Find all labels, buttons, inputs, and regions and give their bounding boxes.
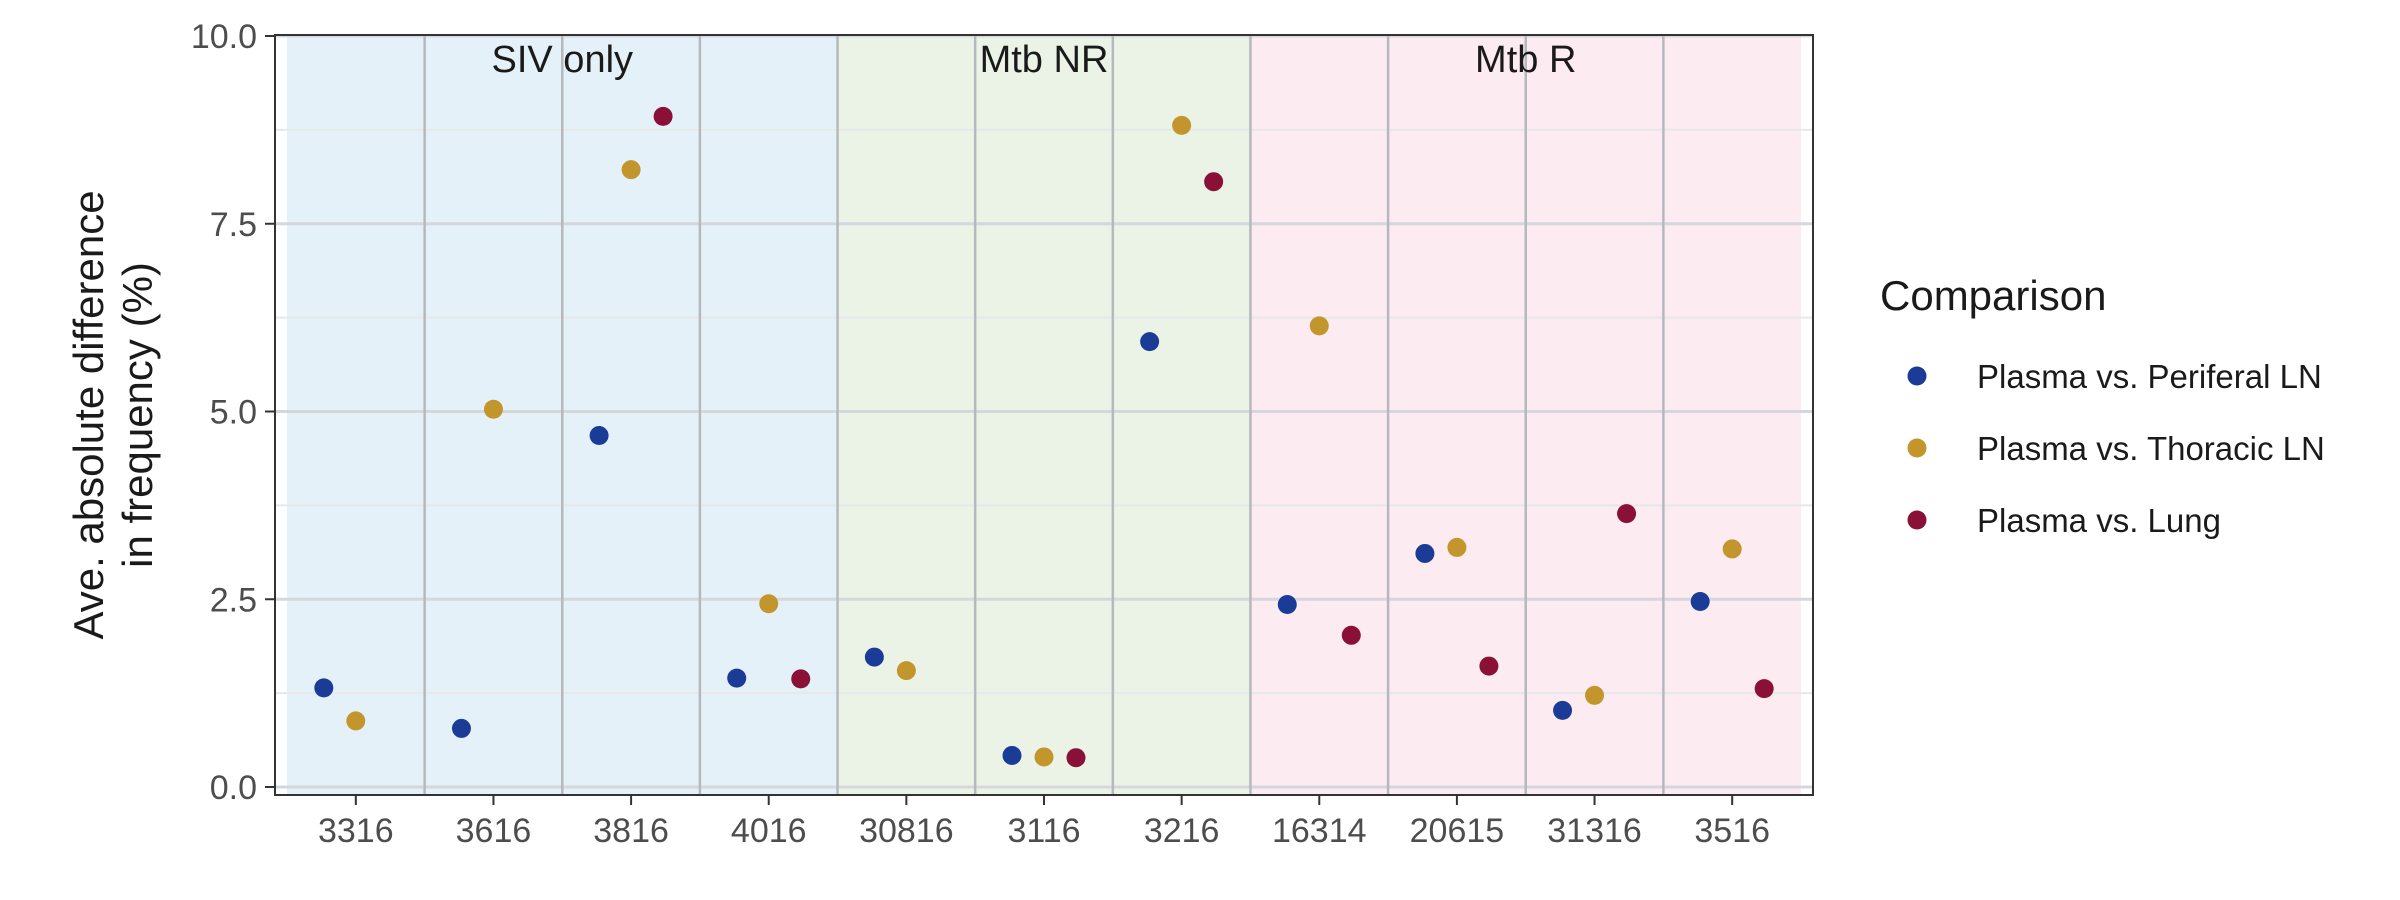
y-axis-title: Ave. absolute differencein frequency (%) [65, 190, 161, 639]
point-4016-series-2 [791, 669, 811, 689]
y-tick-label: 0.0 [210, 769, 257, 807]
y-tick-label: 7.5 [210, 206, 257, 244]
y-tick-label: 5.0 [210, 394, 257, 432]
group-band-1 [837, 35, 1251, 795]
point-20615-series-0 [1415, 543, 1435, 563]
category-dividers [423, 35, 1665, 795]
group-backgrounds [287, 35, 1801, 795]
x-tick-label: 20615 [1410, 812, 1505, 850]
legend-key-1 [1907, 438, 1927, 458]
point-3216-series-1 [1172, 115, 1192, 135]
x-tick-label: 3116 [1007, 812, 1080, 850]
point-3116-series-1 [1034, 747, 1054, 767]
point-3516-series-0 [1690, 592, 1710, 612]
point-3816-series-1 [621, 160, 641, 180]
point-3816-series-2 [653, 106, 673, 126]
x-tick-label: 31316 [1547, 812, 1642, 850]
point-4016-series-0 [727, 668, 747, 688]
point-3316-series-0 [314, 678, 334, 698]
x-axis: 3316 3616 3816 4016 30816 3116 3216 16314 20615 3… [318, 795, 1770, 850]
y-tick-label: 10.0 [191, 18, 257, 56]
point-3216-series-2 [1204, 172, 1224, 192]
point-3316-series-1 [346, 711, 366, 731]
point-16314-series-2 [1341, 625, 1361, 645]
point-30816-series-0 [864, 647, 884, 667]
point-3216-series-0 [1140, 332, 1160, 352]
y-axis-title-line-0: Ave. absolute difference [65, 190, 112, 639]
point-16314-series-0 [1277, 595, 1297, 615]
group-label-2: Mtb R [1475, 39, 1576, 81]
data-points [314, 106, 1774, 768]
group-label-0: SIV only [492, 39, 634, 81]
legend-label-2: Plasma vs. Lung [1977, 502, 2221, 539]
point-30816-series-1 [896, 661, 916, 681]
point-31316-series-1 [1585, 685, 1605, 705]
point-3616-series-1 [483, 399, 503, 419]
point-20615-series-1 [1447, 537, 1467, 557]
legend-key-2 [1907, 510, 1927, 530]
legend-key-0 [1907, 366, 1927, 386]
point-31316-series-2 [1617, 504, 1637, 524]
point-3516-series-2 [1754, 679, 1774, 699]
y-axis: 0.0 2.5 5.0 7.5 10.0 [191, 18, 275, 807]
x-tick-label: 3516 [1694, 812, 1770, 850]
group-label-1: Mtb NR [980, 39, 1109, 81]
point-20615-series-2 [1479, 656, 1499, 676]
x-tick-label: 3216 [1144, 812, 1220, 850]
legend-title: Comparison [1880, 272, 2106, 319]
x-tick-label: 4016 [731, 812, 807, 850]
x-tick-label: 3316 [318, 812, 394, 850]
x-tick-label: 3616 [456, 812, 532, 850]
group-labels: SIV only Mtb NR Mtb R [492, 39, 1577, 81]
point-3116-series-0 [1002, 745, 1022, 765]
x-tick-label: 30816 [859, 812, 954, 850]
point-16314-series-1 [1309, 316, 1329, 336]
y-axis-title-text: Ave. absolute differencein frequency (%) [65, 190, 161, 639]
legend: Comparison Plasma vs. Periferal LN Plasma … [1880, 272, 2325, 539]
point-3116-series-2 [1066, 748, 1086, 768]
x-tick-label: 3816 [593, 812, 669, 850]
point-4016-series-1 [759, 594, 779, 614]
point-31316-series-0 [1553, 700, 1573, 720]
point-3816-series-0 [589, 426, 609, 446]
legend-label-0: Plasma vs. Periferal LN [1977, 358, 2322, 395]
x-tick-label: 16314 [1272, 812, 1367, 850]
point-3616-series-0 [451, 718, 471, 738]
y-tick-label: 2.5 [210, 581, 257, 619]
y-axis-title-line-1: in frequency (%) [114, 262, 161, 568]
point-3516-series-1 [1722, 539, 1742, 559]
legend-label-1: Plasma vs. Thoracic LN [1977, 430, 2325, 467]
